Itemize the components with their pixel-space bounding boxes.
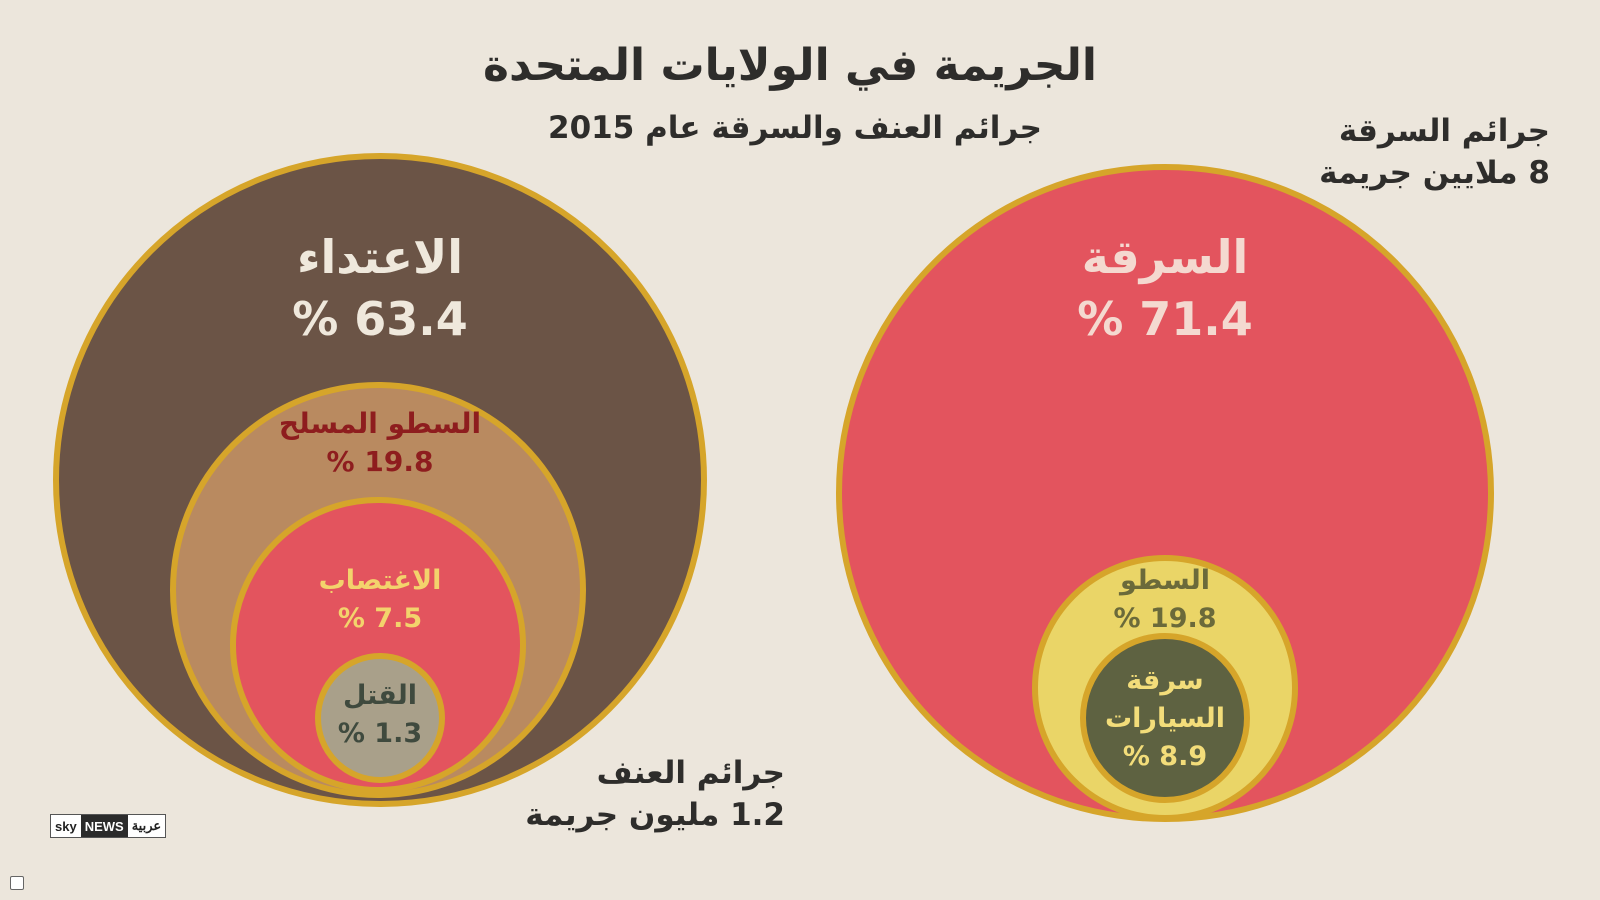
vehicle-theft-name-line1: سرقة bbox=[1126, 665, 1204, 696]
burglary-name: السطو bbox=[1119, 565, 1211, 596]
logo-news: NEWS bbox=[80, 815, 128, 837]
theft-group-label: جرائم السرقة bbox=[1338, 113, 1550, 149]
theft-crimes-chart bbox=[836, 164, 1494, 822]
corner-checkbox-icon bbox=[10, 876, 24, 890]
page-title: الجريمة في الولايات المتحدة bbox=[482, 40, 1098, 91]
rape-value: % 7.5 bbox=[337, 603, 423, 634]
murder-circle bbox=[315, 653, 445, 783]
armed-robbery-value: % 19.8 bbox=[326, 445, 434, 478]
vehicle-theft-value: % 8.9 bbox=[1122, 741, 1208, 772]
burglary-value: % 19.8 bbox=[1113, 603, 1217, 634]
vehicle-theft-circle bbox=[1080, 633, 1250, 803]
vehicle-theft-name-line2: السيارات bbox=[1105, 703, 1225, 734]
violent-caption: جرائم العنف 1.2 مليون جريمة bbox=[505, 752, 785, 836]
logo-arabic: عربية bbox=[131, 818, 162, 833]
larceny-label: السرقة % 71.4 bbox=[965, 226, 1365, 350]
sky-news-arabia-logo: sky NEWS عربية bbox=[50, 814, 167, 838]
murder-value: % 1.3 bbox=[337, 718, 423, 749]
page-subtitle: جرائم العنف والسرقة عام 2015 bbox=[548, 110, 1042, 146]
violent-crimes-chart bbox=[53, 153, 707, 807]
assault-label: الاعتداء % 63.4 bbox=[180, 226, 580, 350]
rape-label: الاغتصاب % 7.5 bbox=[180, 562, 580, 638]
rape-name: الاغتصاب bbox=[318, 565, 442, 596]
larceny-value: % 71.4 bbox=[1077, 292, 1253, 346]
assault-name: الاعتداء bbox=[296, 230, 464, 284]
armed-robbery-name: السطو المسلح bbox=[278, 407, 482, 440]
rape-circle bbox=[230, 497, 526, 793]
theft-caption: جرائم السرقة 8 ملايين جريمة bbox=[1319, 110, 1550, 194]
murder-label: القتل % 1.3 bbox=[180, 677, 580, 753]
violent-group-label: جرائم العنف bbox=[596, 755, 785, 791]
theft-total-label: 8 ملايين جريمة bbox=[1319, 155, 1550, 191]
burglary-label: السطو % 19.8 bbox=[965, 562, 1365, 638]
assault-value: % 63.4 bbox=[292, 292, 468, 346]
armed-robbery-label: السطو المسلح % 19.8 bbox=[180, 405, 580, 481]
violent-total-label: 1.2 مليون جريمة bbox=[525, 797, 785, 833]
logo-sky: sky bbox=[55, 818, 77, 834]
larceny-name: السرقة bbox=[1081, 230, 1249, 284]
murder-name: القتل bbox=[343, 680, 417, 711]
vehicle-theft-label: سرقة السيارات % 8.9 bbox=[965, 662, 1365, 776]
